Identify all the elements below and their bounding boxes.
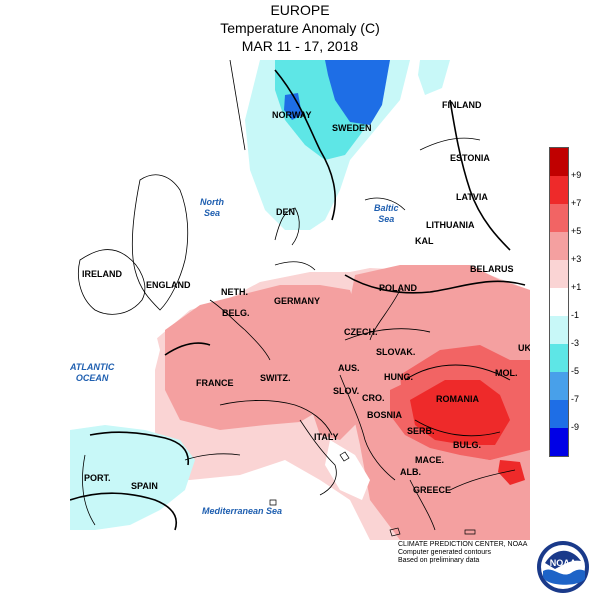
label-england: ENGLAND [146,280,191,290]
label-slovenia: SLOV. [333,386,360,396]
label-austria: AUS. [338,363,360,373]
legend-swatch [550,344,568,372]
legend-swatch [550,428,568,456]
label-macedonia: MACE. [415,455,444,465]
label-finland: FINLAND [442,100,482,110]
label-hungary: HUNG. [384,372,413,382]
legend-tick-label: +9 [571,170,582,180]
label-moldova: MOL. [495,368,518,378]
legend-tick-label: -3 [571,338,580,348]
label-france: FRANCE [196,378,234,388]
label-romania: ROMANIA [436,394,479,404]
anomaly-shading [70,60,530,540]
legend-tick-label: +5 [571,226,582,236]
label-albania: ALB. [400,467,421,477]
legend-tick-label: -9 [571,422,580,432]
noaa-logo-icon: NOAA [535,539,591,600]
label-denmark: DEN [276,207,296,217]
legend-swatch [550,400,568,428]
legend-swatch [550,316,568,344]
label-italy: ITALY [314,432,339,442]
map-variable: Temperature Anomaly (C) [220,20,380,36]
sea-atlantic-ocean: ATLANTIC OCEAN [70,362,115,383]
label-slovakia: SLOVAK. [376,347,416,357]
credit-text: CLIMATE PREDICTION CENTER, NOAA Computer… [398,541,528,564]
label-latvia: LATVIA [456,192,488,202]
color-legend [549,147,569,457]
sea-mediterranean: Mediterranean Sea [202,506,283,516]
sea-north-sea: North Sea [200,197,224,218]
label-czech: CZECH. [344,327,378,337]
legend-swatch [550,148,568,176]
label-norway: NORWAY [272,110,312,120]
legend-swatch [550,288,568,316]
label-belgium: BELG. [222,308,250,318]
label-bosnia: BOSNIA [367,410,403,420]
legend-swatch [550,176,568,204]
legend-swatch [550,260,568,288]
label-germany: GERMANY [274,296,321,306]
label-belarus: BELARUS [470,264,514,274]
legend-tick-label: +1 [571,282,582,292]
sea-baltic-sea: Baltic Sea [374,203,399,224]
legend-tick-label: -5 [571,366,580,376]
legend-tick-label: -1 [571,310,580,320]
label-switzerland: SWITZ. [260,373,291,383]
label-ireland: IRELAND [82,269,122,279]
legend-swatch [550,204,568,232]
legend-swatch [550,232,568,260]
label-ukraine: UKR [518,343,530,353]
label-spain: SPAIN [131,481,158,491]
map-period: MAR 11 - 17, 2018 [241,38,359,54]
legend-swatch [550,372,568,400]
label-kaliningrad: KAL [415,236,434,246]
legend-tick-label: -7 [571,394,580,404]
label-sweden: SWEDEN [332,123,372,133]
label-netherlands: NETH. [221,287,248,297]
legend-tick-label: +7 [571,198,582,208]
label-estonia: ESTONIA [450,153,490,163]
label-serbia: SERB. [407,426,435,436]
label-portugal: PORT. [84,473,111,483]
label-greece: GREECE [413,485,452,495]
noaa-logo-text: NOAA [550,558,577,568]
label-lithuania: LITHUANIA [426,220,475,230]
anomaly-map: NORWAY SWEDEN FINLAND ESTONIA LATVIA LIT… [70,60,530,540]
label-bulgaria: BULG. [453,440,481,450]
label-croatia: CRO. [362,393,385,403]
legend-tick-label: +3 [571,254,582,264]
map-title: EUROPE [270,2,330,18]
label-poland: POLAND [379,283,417,293]
